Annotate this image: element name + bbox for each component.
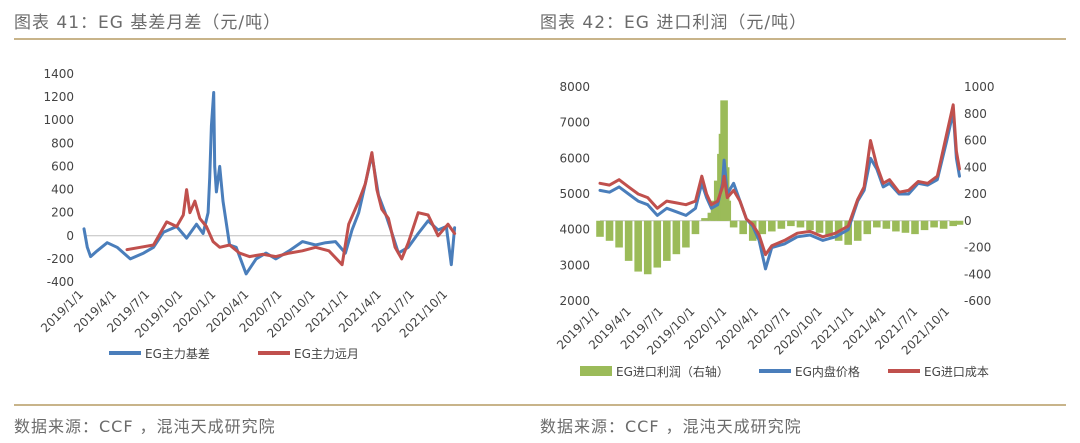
series-line (125, 151, 457, 267)
profit-bar (892, 220, 900, 232)
profit-bar (939, 220, 948, 229)
figure-title: 图表 42：EG 进口利润（元/吨） (540, 13, 808, 33)
profit-bar (949, 220, 957, 227)
y-tick-label: 2000 (559, 294, 590, 308)
series-bars (596, 100, 964, 275)
y2-tick-label: 200 (964, 187, 987, 201)
profit-bar (748, 220, 757, 241)
profit-bar (920, 220, 929, 231)
profit-bar (882, 220, 891, 229)
profit-bar (777, 220, 786, 229)
profit-bar (796, 220, 805, 228)
y-tick-label: 0 (66, 229, 74, 243)
legend-label: EG内盘价格 (795, 364, 860, 379)
figure-title: 图表 41：EG 基差月差（元/吨） (14, 13, 282, 33)
profit-bar (758, 220, 767, 235)
profit-bar (911, 220, 919, 235)
y-tick-label: 400 (51, 183, 74, 197)
legend-label: EG主力基差 (145, 347, 210, 361)
y2-tick-label: -600 (964, 294, 991, 308)
profit-bar (853, 220, 862, 241)
y-tick-label: 1000 (43, 113, 74, 127)
profit-bar (653, 220, 662, 268)
y-tick-label: 800 (51, 136, 74, 150)
legend-swatch (580, 366, 612, 376)
profit-bar (739, 220, 747, 235)
y-tick-label: 200 (51, 206, 74, 220)
y2-tick-label: 0 (964, 214, 972, 228)
y2-tick-label: 800 (964, 107, 987, 121)
data-source: 数据来源：CCF ，混沌天成研究院 (14, 417, 276, 436)
y-tick-label: 4000 (559, 223, 590, 237)
title-rule (540, 38, 1066, 40)
profit-bar (634, 220, 642, 272)
profit-bar (682, 220, 690, 248)
legend-label: EG主力远月 (294, 347, 359, 361)
title-rule (14, 38, 540, 40)
legend: EG主力基差 EG主力远月 (109, 347, 359, 361)
y-tick-label: 600 (51, 159, 74, 173)
y-tick-label: 1200 (43, 90, 74, 104)
y2-tick-label: -400 (964, 267, 991, 281)
y-tick-label: 6000 (559, 151, 590, 165)
profit-bar (825, 220, 833, 237)
y2-tick-label: 1000 (964, 80, 995, 94)
profit-bar (596, 220, 604, 237)
y2-tick-label: -200 (964, 241, 991, 255)
source-rule (540, 404, 1066, 406)
series-line (598, 103, 961, 257)
figure-42: 图表 42：EG 进口利润（元/吨） 8000 7000 6000 5000 4000 3… (540, 0, 1066, 443)
profit-bar (901, 220, 910, 233)
y2-tick-label: 600 (964, 134, 987, 148)
y-tick-label: -200 (47, 252, 74, 266)
profit-bar (615, 220, 623, 248)
figure-41: 图表 41：EG 基差月差（元/吨） 1400 1200 1000 800 600 400… (14, 0, 540, 443)
profit-bar (873, 220, 881, 228)
profit-bar (663, 220, 671, 261)
profit-bar (672, 220, 681, 255)
profit-bar (643, 220, 652, 275)
profit-bar (787, 220, 795, 227)
series-line (598, 110, 961, 271)
profit-bar (806, 220, 814, 231)
y-tick-label: 3000 (559, 258, 590, 272)
profit-bar (768, 220, 776, 232)
profit-bar (863, 220, 872, 235)
y-tick-label: -400 (47, 275, 74, 289)
profit-bar (930, 220, 938, 228)
y-tick-label: 7000 (559, 116, 590, 130)
profit-bar (701, 218, 709, 221)
profit-bar (691, 220, 700, 235)
legend-label: EG进口成本 (924, 365, 989, 379)
profit-bar (723, 200, 732, 221)
y-tick-label: 8000 (559, 80, 590, 94)
profit-bar (844, 220, 852, 245)
profit-bar (815, 220, 824, 233)
legend: EG进口利润（右轴） EG内盘价格 EG进口成本 (580, 364, 989, 379)
y-tick-label: 1400 (43, 67, 74, 81)
profit-bar (624, 220, 633, 261)
y2-tick-label: 400 (964, 160, 987, 174)
profit-bar (955, 220, 964, 225)
profit-bar (729, 220, 738, 228)
profit-bar (605, 220, 614, 241)
legend-label: EG进口利润（右轴） (616, 364, 729, 379)
y-tick-label: 5000 (559, 187, 590, 201)
import-profit-chart: 8000700060005000400030002000100080060040… (554, 80, 995, 379)
data-source: 数据来源：CCF ，混沌天成研究院 (540, 417, 802, 436)
basis-spread-chart: 1400120010008006004002000-200-4002019/1/… (38, 67, 457, 361)
source-rule (14, 404, 540, 406)
